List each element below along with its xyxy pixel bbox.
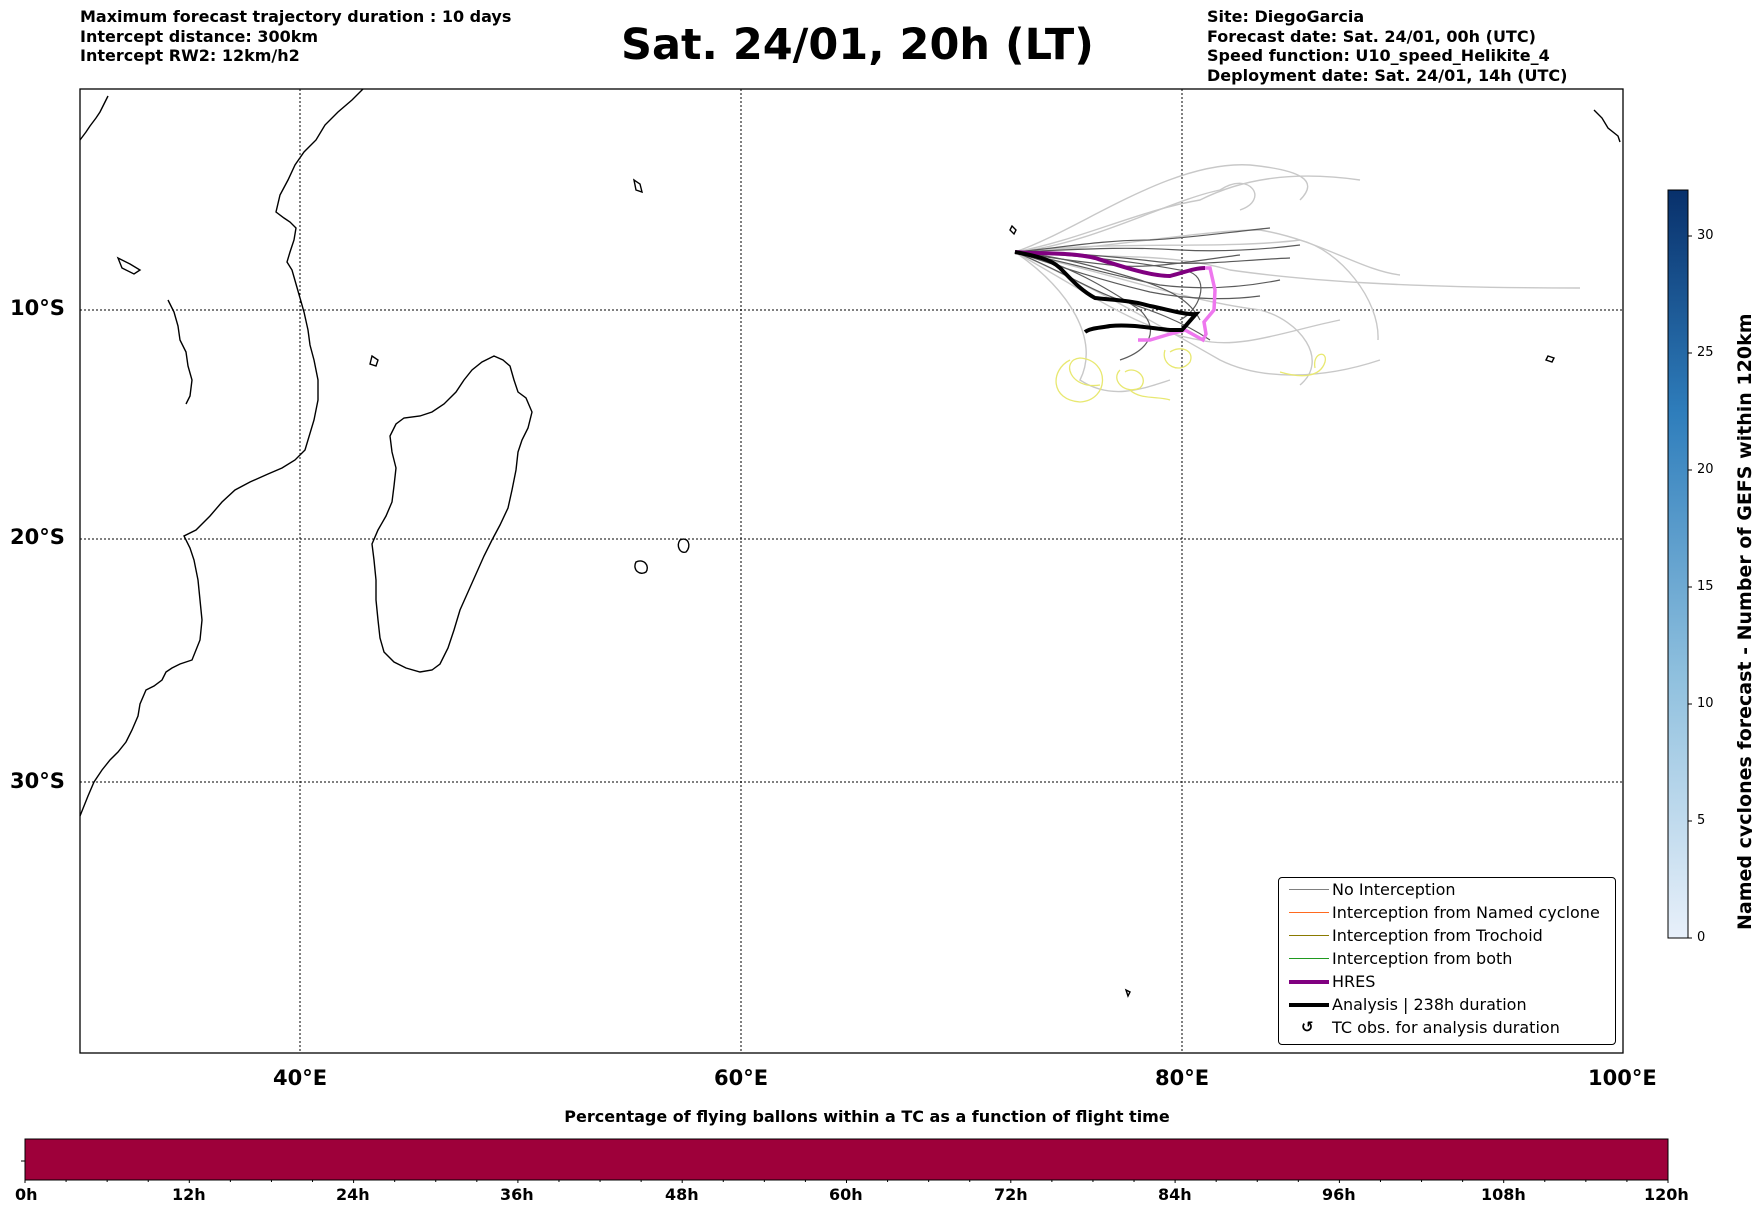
bottom-bar-title: Percentage of flying ballons within a TC… xyxy=(564,1107,1170,1126)
traj-light xyxy=(1014,164,1309,253)
colorbar-tick-30: 30 xyxy=(1697,228,1714,243)
madagascar-coastline xyxy=(371,355,533,673)
bar-tick-60h: 60h xyxy=(829,1185,863,1204)
legend-label: TC obs. for analysis duration xyxy=(1332,1018,1560,1037)
island-east xyxy=(1545,355,1555,363)
reunion-island xyxy=(634,560,648,574)
header-line-distance: Intercept distance: 300km xyxy=(80,26,319,46)
traj-light xyxy=(1014,182,1256,253)
legend-label: Interception from Named cyclone xyxy=(1332,903,1600,922)
mauritius-island xyxy=(677,538,690,553)
legend-swatch xyxy=(1289,958,1329,959)
traj-loop xyxy=(1279,353,1326,377)
header-line-deployment-date: Deployment date: Sat. 24/01, 14h (UTC) xyxy=(1207,65,1568,85)
traj-light xyxy=(1014,175,1361,253)
legend-swatch xyxy=(1289,1003,1329,1007)
traj-dark xyxy=(1014,244,1301,253)
coastlines xyxy=(79,88,1621,998)
legend-swatch xyxy=(1289,912,1329,913)
tc-loop-trajectories xyxy=(1055,348,1326,403)
ensemble-trajectories-dark xyxy=(1014,227,1301,361)
bar-tick-72h: 72h xyxy=(994,1185,1028,1204)
legend-item-no-interception: No Interception xyxy=(1279,878,1615,901)
header-line-site: Site: DiegoGarcia xyxy=(1207,7,1365,26)
page-title: Sat. 24/01, 20h (LT) xyxy=(621,20,1094,70)
legend-item-analysis: Analysis | 238h duration xyxy=(1279,993,1615,1016)
traj-dark xyxy=(1014,227,1271,253)
traj-dark xyxy=(1014,251,1281,289)
legend-item-both: Interception from both xyxy=(1279,947,1615,970)
header-line-forecast-date: Forecast date: Sat. 24/01, 00h (UTC) xyxy=(1207,26,1536,46)
lon-tick-40e: 40°E xyxy=(273,1066,328,1090)
map-frame xyxy=(79,88,1624,1054)
lon-tick-60e: 60°E xyxy=(714,1066,769,1090)
legend-label: Interception from Trochoid xyxy=(1332,926,1543,945)
legend-swatch xyxy=(1289,889,1329,890)
right-colorbar xyxy=(1667,189,1692,939)
colorbar-tick-10: 10 xyxy=(1697,696,1714,711)
comoros-island xyxy=(369,354,379,367)
bar-tick-108h: 108h xyxy=(1481,1185,1526,1204)
lon-tick-80e: 80°E xyxy=(1155,1066,1210,1090)
traj-loop xyxy=(1129,389,1171,401)
legend-label: No Interception xyxy=(1332,880,1456,899)
legend-label: HRES xyxy=(1332,972,1376,991)
colorbar-tick-20: 20 xyxy=(1697,462,1714,477)
island-ne xyxy=(1593,109,1621,143)
lat-tick-20s: 20°S xyxy=(10,525,65,549)
legend-item-tc-obs: ↺ TC obs. for analysis duration xyxy=(1279,1016,1615,1039)
header-left: Maximum forecast trajectory duration : 1… xyxy=(80,7,511,66)
header-line-duration: Maximum forecast trajectory duration : 1… xyxy=(80,7,512,26)
socotra-island xyxy=(116,256,142,275)
africa-coastline xyxy=(79,88,364,817)
bar-tick-48h: 48h xyxy=(665,1185,699,1204)
colorbar-tick-5: 5 xyxy=(1697,813,1706,828)
traj-light xyxy=(1014,251,1313,386)
legend-swatch xyxy=(1289,935,1329,936)
legend: No Interception Interception from Named … xyxy=(1278,877,1616,1045)
colorbar-fill xyxy=(1667,189,1689,939)
legend-item-trochoid: Interception from Trochoid xyxy=(1279,924,1615,947)
traj-dark xyxy=(1014,251,1201,321)
analysis-trajectory xyxy=(1014,250,1201,334)
bar-tick-36h: 36h xyxy=(500,1185,534,1204)
colorbar-tick-25: 25 xyxy=(1697,345,1714,360)
legend-label: Analysis | 238h duration xyxy=(1332,995,1527,1014)
island-south xyxy=(1124,988,1131,998)
bar-tick-12h: 12h xyxy=(172,1185,206,1204)
header-line-speed-function: Speed function: U10_speed_Helikite_4 xyxy=(1207,46,1550,65)
lon-tick-100e: 100°E xyxy=(1588,1066,1657,1090)
arabia-coast xyxy=(79,95,109,141)
chagos-island xyxy=(1009,224,1017,236)
lat-tick-10s: 10°S xyxy=(10,296,65,320)
bottom-bar-ticks xyxy=(24,1180,1669,1183)
colorbar-tick-0: 0 xyxy=(1697,930,1706,945)
legend-swatch xyxy=(1289,980,1329,984)
bar-tick-0h: 0h xyxy=(15,1185,38,1204)
traj-loop xyxy=(1163,348,1192,369)
header-right: Site: DiegoGarcia Forecast date: Sat. 24… xyxy=(1207,7,1567,85)
hres-trajectory xyxy=(1014,250,1206,279)
legend-item-named-cyclone: Interception from Named cyclone xyxy=(1279,901,1615,924)
bar-tick-120h: 120h xyxy=(1644,1185,1689,1204)
traj-loop xyxy=(1116,369,1144,391)
bottom-bar-fill xyxy=(24,1138,1669,1181)
mozambique-channel-coast xyxy=(167,299,193,405)
legend-item-hres: HRES xyxy=(1279,970,1615,993)
colorbar-label: Named cyclones forecast - Number of GEFS… xyxy=(1734,313,1752,930)
tc-symbol-icon: ↺ xyxy=(1301,1018,1314,1036)
bar-tick-24h: 24h xyxy=(336,1185,370,1204)
bar-tick-96h: 96h xyxy=(1322,1185,1356,1204)
legend-label: Interception from both xyxy=(1332,949,1513,968)
traj-loop xyxy=(1055,357,1103,403)
colorbar-tick-15: 15 xyxy=(1697,579,1714,594)
seychelles-island xyxy=(632,178,643,194)
bottom-bar xyxy=(21,1138,1669,1183)
traj-light xyxy=(1014,251,1581,289)
header-line-rw2: Intercept RW2: 12km/h2 xyxy=(80,46,300,65)
bar-tick-84h: 84h xyxy=(1158,1185,1192,1204)
hres-trajectory-highlight xyxy=(1138,266,1217,343)
lat-tick-30s: 30°S xyxy=(10,769,65,793)
